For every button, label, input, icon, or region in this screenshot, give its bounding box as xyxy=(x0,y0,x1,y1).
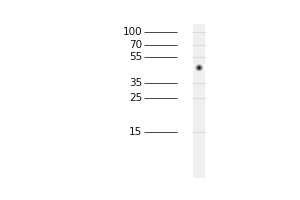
Bar xyxy=(193,24,206,178)
Text: 25: 25 xyxy=(129,93,142,103)
Text: 100: 100 xyxy=(122,27,142,37)
Text: 15: 15 xyxy=(129,127,142,137)
Text: 55: 55 xyxy=(129,52,142,62)
Text: 70: 70 xyxy=(129,40,142,50)
Text: 35: 35 xyxy=(129,78,142,88)
